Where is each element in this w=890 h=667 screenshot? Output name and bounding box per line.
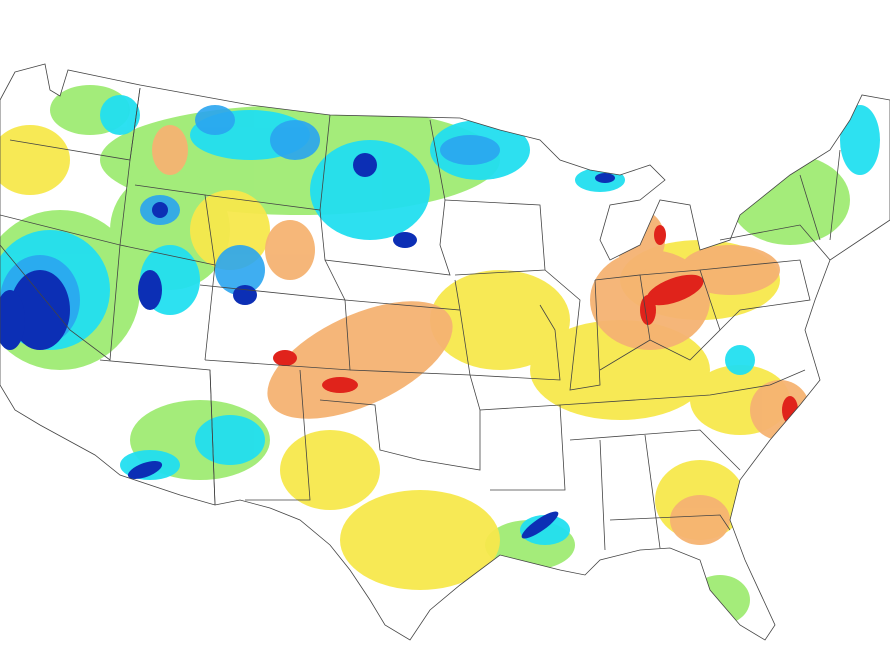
anomaly-region [0,125,70,195]
map-shape [799,149,841,241]
anomaly-region [680,245,780,295]
anomaly-region [110,170,230,290]
anomaly-region [138,270,162,310]
map-shape [0,214,121,361]
map-shape [119,159,216,266]
map-shape [569,429,741,551]
anomaly-region [725,345,755,375]
map-shape [209,369,311,506]
anomaly-region [273,350,297,366]
map-shape [719,224,831,261]
map-shape [0,153,615,539]
anomaly-region [393,232,417,248]
anomaly-region [215,245,265,295]
map-shape [544,269,601,391]
map-shape [319,119,451,276]
map-shape [699,259,811,331]
anomaly-region [280,430,380,510]
map-shape [479,404,566,491]
map-shape [319,369,481,471]
anomaly-region [152,202,168,218]
anomaly-region [195,415,265,465]
map-shape [0,63,890,641]
anomaly-region [0,290,25,350]
anomaly-region [595,173,615,183]
state-boundaries [0,63,890,641]
anomaly-region [322,377,358,393]
map-shape [559,369,806,406]
map-shape [199,284,351,371]
map-shape [459,304,561,381]
anomaly-region [233,285,257,305]
map-shape [324,259,461,311]
anomaly-region [340,490,500,590]
anomaly-region [440,135,500,165]
anomaly-region [267,301,453,419]
anomaly-region [353,153,377,177]
anomaly-region [100,95,140,135]
anomaly-region [670,495,730,545]
anomaly-region [840,105,880,175]
map-shape [273,225,798,424]
anomaly-region [521,511,559,539]
anomaly-region [195,105,235,135]
anomaly-region [646,274,704,306]
anomaly-region [152,125,188,175]
anomaly-region [310,140,430,240]
anomaly-region [10,270,70,350]
map-shape [609,514,731,531]
map-shape [594,274,651,371]
anomaly-region [127,460,163,480]
anomaly-region [640,295,656,325]
anomaly-region [270,120,320,160]
map-shape [444,199,546,276]
anomaly-region [520,515,570,545]
anomaly-region [654,225,666,245]
anomaly-region [265,220,315,280]
